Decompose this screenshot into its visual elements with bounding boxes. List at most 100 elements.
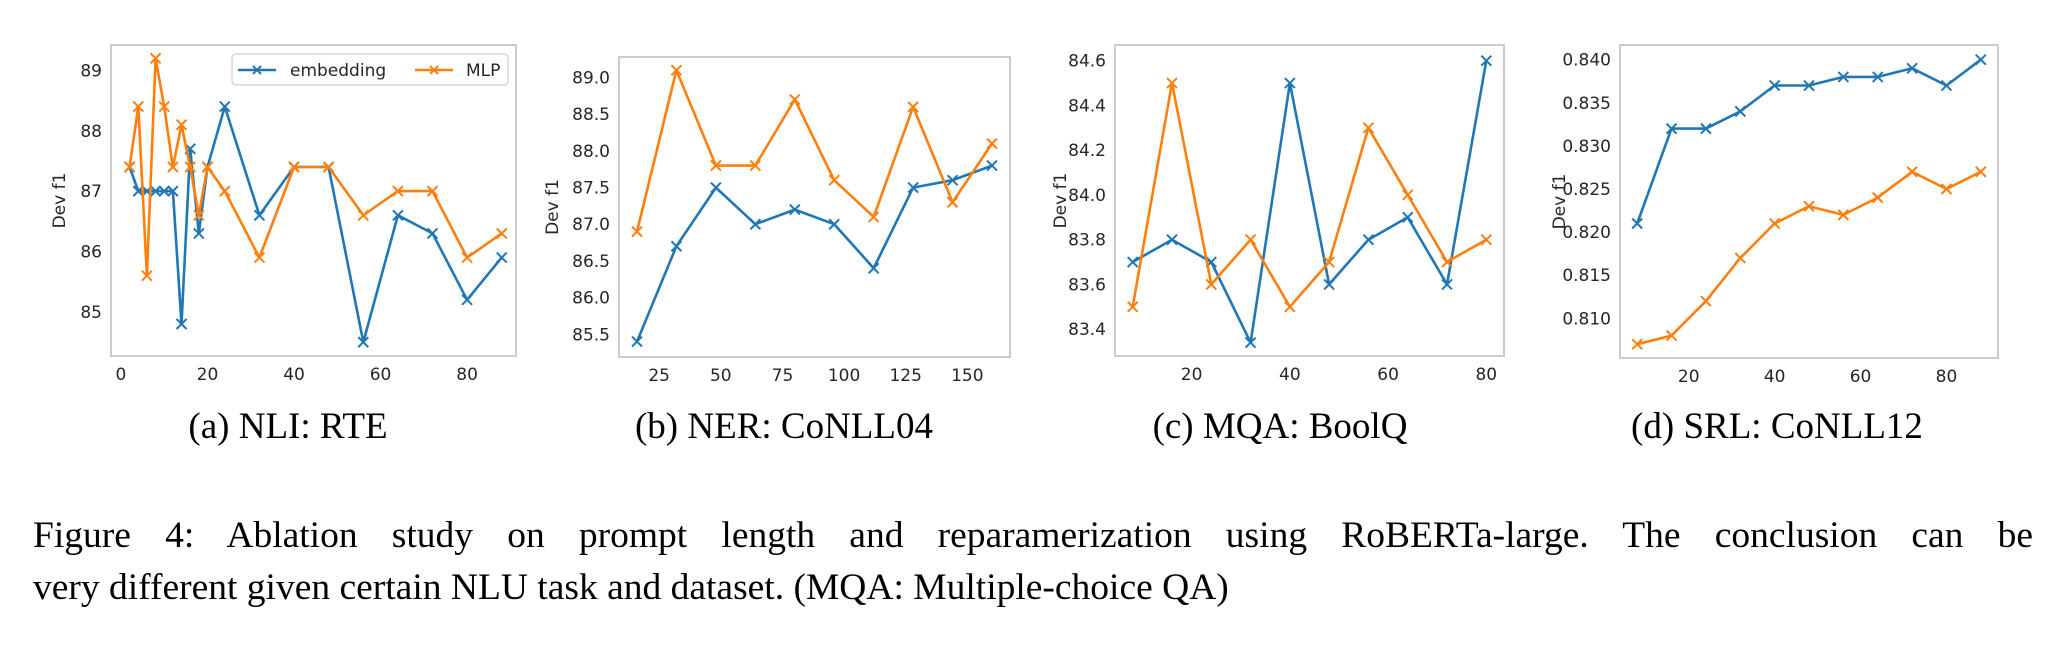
data-point-marker: [322, 161, 335, 173]
data-point-marker: [789, 93, 801, 106]
legend-box: [231, 53, 509, 86]
data-point-marker: [1126, 256, 1139, 268]
y-tick-label: 88: [80, 122, 102, 142]
y-tick-label: 83.4: [1068, 320, 1106, 340]
data-point-marker: [828, 174, 840, 186]
subcaption-c: (c) MQA: BoolQ: [1152, 406, 1408, 447]
legend-item-mlp: MLP: [415, 61, 500, 81]
data-point-marker: [253, 251, 266, 264]
data-point-marker: [288, 161, 300, 173]
y-axis-label: Dev f1: [50, 173, 70, 229]
data-point-marker: [149, 185, 162, 197]
y-tick-label: 0.820: [1562, 223, 1611, 243]
x-tick-label: 75: [772, 366, 794, 386]
data-point-marker: [392, 209, 404, 222]
y-tick-label: 85.5: [572, 325, 610, 345]
data-point-marker: [749, 218, 762, 230]
y-tick-label: 86: [80, 243, 102, 263]
data-point-marker: [1362, 233, 1375, 246]
x-tick-label: 125: [889, 366, 921, 386]
axes-frame: [1619, 44, 1999, 359]
y-axis-label: Dev f1: [1550, 174, 1570, 230]
y-tick-label: 88.5: [572, 105, 610, 125]
data-point-marker: [141, 269, 153, 282]
data-point-marker: [1665, 122, 1678, 135]
x-tick-label: 20: [197, 365, 219, 385]
data-point-marker: [1768, 217, 1781, 230]
data-point-marker: [1872, 71, 1884, 83]
y-tick-label: 87: [80, 182, 102, 202]
data-point-marker: [132, 100, 144, 113]
data-point-marker: [193, 209, 205, 222]
series-line: [1131, 81, 1487, 309]
data-point-marker: [1803, 200, 1815, 212]
legend-label: MLP: [466, 61, 500, 81]
data-point-marker: [496, 251, 508, 264]
legend-swatch-marker: [252, 65, 262, 75]
axes-frame: [618, 56, 1011, 358]
x-tick-label: 60: [1377, 365, 1399, 385]
data-point-marker: [1402, 189, 1414, 201]
data-point-marker: [193, 227, 205, 240]
data-point-marker: [1837, 209, 1850, 221]
data-point-marker: [1244, 233, 1257, 246]
data-point-marker: [1402, 211, 1414, 223]
data-point-marker: [1940, 183, 1953, 195]
series-line: [1132, 60, 1488, 344]
y-tick-label: 0.825: [1562, 180, 1611, 200]
data-point-marker: [1631, 338, 1643, 350]
x-tick-label: 60: [370, 365, 392, 385]
axes-frame: [1114, 44, 1505, 357]
x-tick-label: 80: [456, 365, 478, 385]
y-tick-label: 0.840: [1562, 51, 1611, 71]
data-point-marker: [1665, 329, 1678, 342]
data-point-marker: [1166, 233, 1178, 246]
y-tick-label: 87.5: [572, 179, 610, 199]
data-point-marker: [158, 185, 170, 197]
y-tick-label: 88.0: [572, 142, 610, 162]
data-point-marker: [1734, 252, 1746, 264]
data-point-marker: [946, 196, 959, 208]
data-point-marker: [1975, 53, 1987, 66]
subcaption-d: (d) SRL: CoNLL12: [1631, 406, 1923, 447]
x-tick-label: 40: [283, 365, 305, 385]
data-point-marker: [670, 64, 683, 76]
caption-line-2: very different given certain NLU task an…: [33, 567, 1229, 608]
data-point-marker: [631, 225, 643, 238]
series-line: [635, 164, 993, 343]
data-point-marker: [1441, 256, 1453, 268]
data-point-marker: [867, 262, 880, 274]
data-point-marker: [149, 52, 162, 64]
data-point-marker: [1700, 122, 1712, 135]
chart-panel-b: 85.5 86.0 86.5 87.0 87.5 88.0 88.5 89.0 25 50 75 10…: [543, 56, 1011, 386]
plots-canvas: 85 86 87 88 89 0 20 40 60 80 Dev f1 embedding MLP 85.…: [50, 44, 1999, 387]
x-tick-label: 80: [1475, 365, 1497, 385]
data-point-marker: [1126, 301, 1139, 313]
data-point-marker: [710, 181, 722, 194]
data-point-marker: [1323, 256, 1335, 268]
data-point-marker: [1284, 301, 1296, 313]
x-tick-label: 60: [1850, 367, 1872, 387]
chart-panel-d: 0.810 0.815 0.820 0.825 0.830 0.835 0.840 20 40 6…: [1550, 44, 1999, 387]
series-mlp: [1126, 77, 1493, 313]
legend-swatch-marker: [429, 65, 439, 75]
y-tick-label: 89.0: [572, 69, 610, 89]
data-point-marker: [123, 161, 136, 173]
data-point-marker: [1441, 278, 1453, 291]
data-point-marker: [1734, 105, 1746, 118]
x-tick-label: 150: [951, 366, 983, 386]
chart-panel-a: 85 86 87 88 89 0 20 40 60 80 Dev f1 embedding MLP: [50, 44, 517, 385]
data-point-marker: [1906, 166, 1918, 178]
x-tick-label: 80: [1936, 367, 1958, 387]
data-point-marker: [1480, 233, 1493, 246]
data-point-marker: [1244, 336, 1257, 349]
data-point-marker: [184, 161, 196, 173]
series-mlp: [1631, 166, 1987, 350]
legend: embedding MLP: [231, 53, 509, 86]
y-tick-label: 89: [80, 61, 102, 81]
x-tick-label: 50: [710, 366, 732, 386]
data-point-marker: [1323, 278, 1335, 291]
y-tick-label: 0.810: [1562, 309, 1611, 329]
series-mlp: [123, 52, 508, 282]
